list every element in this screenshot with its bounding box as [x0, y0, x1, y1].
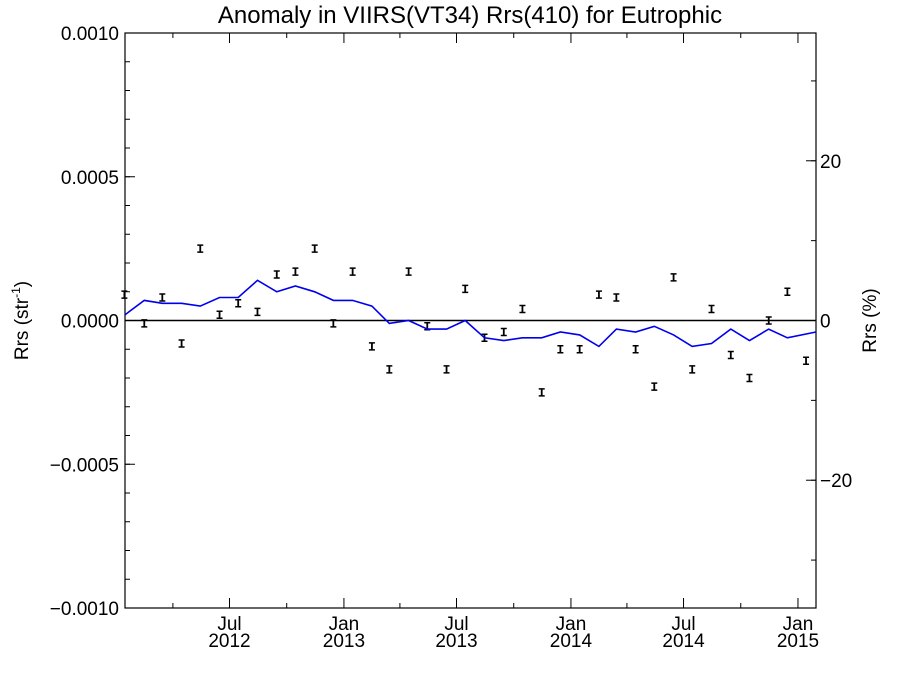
x-tick-label-year: 2012	[208, 631, 250, 652]
y-axis-label-left: Rrs (str-1)	[9, 281, 33, 360]
error-bar-point	[178, 339, 185, 348]
error-bar-point	[765, 316, 772, 325]
error-bar-point	[235, 299, 242, 308]
error-bar-point	[519, 304, 526, 314]
error-bar-point	[500, 327, 507, 337]
tick-layer: 0.0010 0.0005 0.0000 −0.0005 −0.0010 20 0 −20 Ju…	[50, 24, 852, 652]
error-bar-point	[576, 345, 583, 354]
error-bar-point	[689, 365, 696, 374]
error-bar-point	[651, 382, 658, 391]
y-tick-label-left: 0.0010	[61, 24, 119, 45]
error-bar-point	[386, 365, 393, 374]
error-bar-point	[197, 244, 204, 253]
y-axis-label-right: Rrs (%)	[860, 288, 881, 352]
error-bar-point	[141, 319, 148, 328]
y-tick-label-right: 20	[820, 152, 841, 173]
y-tick-label-left: −0.0005	[50, 455, 119, 476]
mean-line-series	[124, 279, 817, 348]
error-bar-point	[746, 373, 753, 383]
y-tick-label-left: 0.0000	[61, 312, 119, 333]
error-bar-point	[784, 287, 791, 296]
error-bar-point	[405, 267, 412, 276]
x-tick-label-month: Jul	[444, 614, 468, 635]
y-tick-label-left: 0.0005	[61, 168, 119, 189]
error-bar-point	[254, 307, 261, 317]
y-tick-label-right: 0	[820, 312, 831, 333]
error-bar-point	[632, 345, 639, 354]
x-tick-label-year: 2013	[435, 631, 477, 652]
error-bar-point	[159, 293, 166, 302]
y-axis-label-left-prefix: Rrs (str	[12, 297, 33, 360]
error-bar-point	[330, 319, 337, 328]
error-bar-point	[803, 356, 810, 365]
x-tick-label-year: 2015	[777, 631, 819, 652]
x-tick-label-year: 2014	[662, 631, 705, 652]
x-tick-label-year: 2014	[550, 631, 593, 652]
x-tick-label-year: 2013	[323, 631, 365, 652]
error-bar-point	[538, 388, 545, 397]
error-bar-point	[727, 350, 734, 360]
y-tick-label-right: −20	[820, 471, 852, 492]
error-bar-point	[708, 304, 715, 314]
error-bar-point	[557, 345, 564, 354]
y-axis-label-left-exponent: -1	[9, 287, 23, 298]
x-tick-label-month: Jan	[783, 614, 814, 635]
error-bar-point	[292, 267, 299, 276]
error-bar-point	[595, 290, 602, 299]
x-tick-label-month: Jan	[329, 614, 360, 635]
error-bar-point	[613, 293, 620, 302]
error-bar-point	[349, 267, 356, 276]
x-tick-label-month: Jan	[556, 614, 587, 635]
error-bar-point	[121, 290, 128, 299]
error-bar-point	[670, 273, 677, 282]
chart-title: Anomaly in VIIRS(VT34) Rrs(410) for Eutr…	[218, 2, 722, 29]
x-tick-label-month: Jul	[671, 614, 695, 635]
error-bar-point	[443, 365, 450, 374]
error-bar-point	[368, 342, 375, 351]
y-tick-label-left: −0.0010	[50, 599, 119, 620]
error-bar-point	[462, 284, 469, 294]
error-bar-point	[311, 244, 318, 253]
x-tick-label-month: Jul	[217, 614, 241, 635]
error-bar-point	[273, 270, 280, 279]
y-axis-label-left-suffix: )	[12, 281, 33, 287]
error-bar-point	[216, 310, 223, 319]
